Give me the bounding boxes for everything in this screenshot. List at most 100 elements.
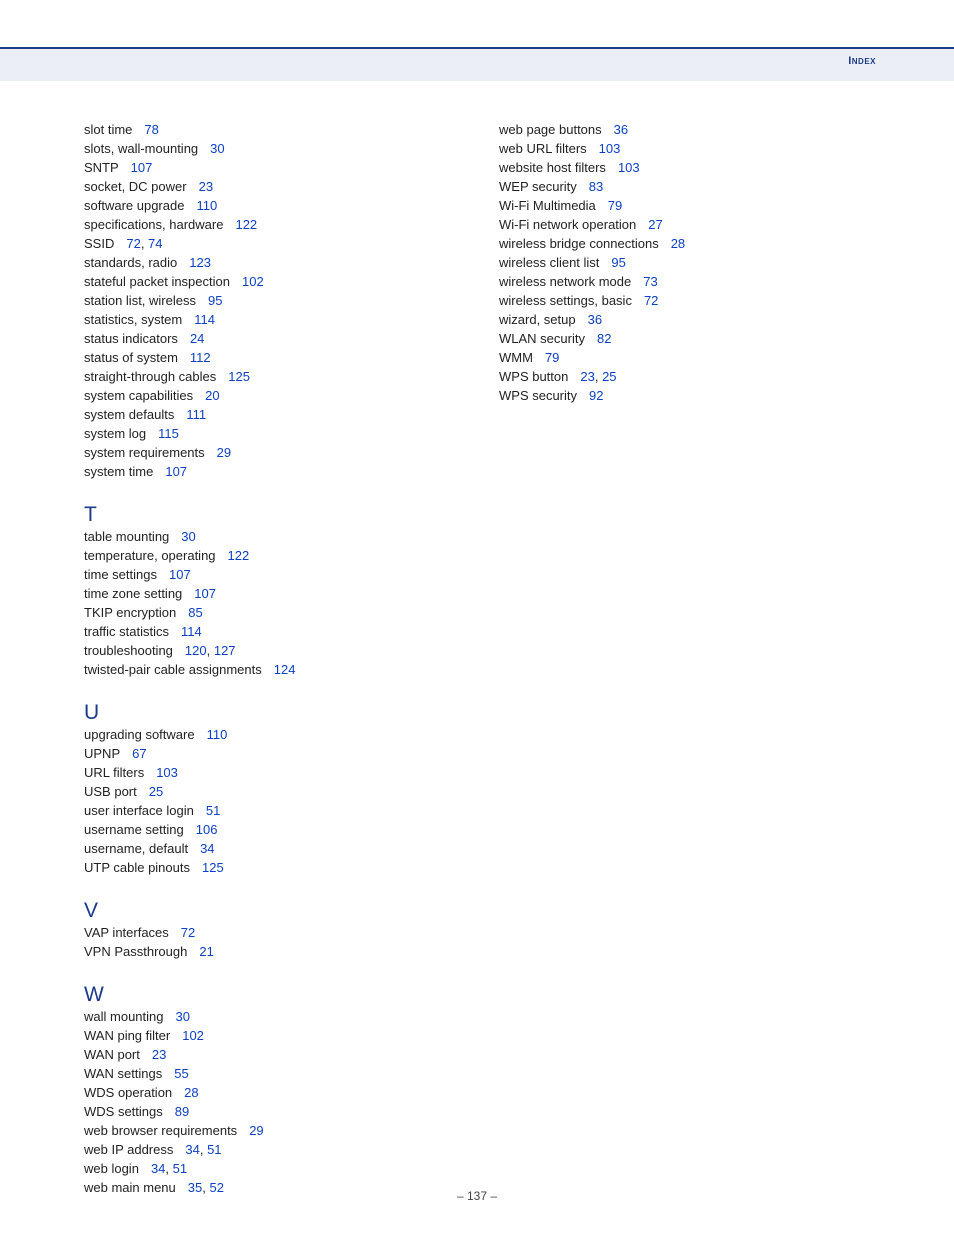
index-term: wizard, setup (499, 312, 576, 327)
page-link[interactable]: 30 (210, 141, 224, 156)
page-link[interactable]: 51 (207, 1142, 221, 1157)
page-link[interactable]: 34 (151, 1161, 165, 1176)
page-link[interactable]: 36 (588, 312, 602, 327)
page-link[interactable]: 67 (132, 746, 146, 761)
index-entry: system time107 (84, 462, 459, 481)
page-link[interactable]: 95 (611, 255, 625, 270)
page-link[interactable]: 92 (589, 388, 603, 403)
page-link[interactable]: 28 (184, 1085, 198, 1100)
index-entry: stateful packet inspection102 (84, 272, 459, 291)
page-link[interactable]: 27 (648, 217, 662, 232)
page-link[interactable]: 55 (174, 1066, 188, 1081)
page-link[interactable]: 123 (189, 255, 211, 270)
page-link[interactable]: 103 (599, 141, 621, 156)
page-link[interactable]: 95 (208, 293, 222, 308)
page-link[interactable]: 103 (156, 765, 178, 780)
page-link[interactable]: 115 (158, 426, 179, 441)
page-link[interactable]: 30 (181, 529, 195, 544)
index-entry: system requirements29 (84, 443, 459, 462)
page-link[interactable]: 74 (148, 236, 162, 251)
page-link[interactable]: 72 (181, 925, 195, 940)
index-term: WAN port (84, 1047, 140, 1062)
page-link[interactable]: 120 (185, 643, 207, 658)
index-term: slot time (84, 122, 132, 137)
index-entry: username, default34 (84, 839, 459, 858)
index-term: USB port (84, 784, 137, 799)
page-link[interactable]: 114 (194, 312, 215, 327)
page-link[interactable]: 23 (199, 179, 213, 194)
page-link[interactable]: 125 (228, 369, 250, 384)
index-entry: WAN port 23 (84, 1045, 459, 1064)
index-term: VAP interfaces (84, 925, 169, 940)
index-entry: WLAN security82 (499, 329, 874, 348)
page-link[interactable]: 102 (242, 274, 264, 289)
page-link[interactable]: 20 (205, 388, 219, 403)
index-term: time settings (84, 567, 157, 582)
page-link[interactable]: 127 (214, 643, 236, 658)
page-link[interactable]: 78 (144, 122, 158, 137)
index-entry: SSID72, 74 (84, 234, 459, 253)
page-link[interactable]: 103 (618, 160, 640, 175)
page-link[interactable]: 107 (194, 586, 216, 601)
page-link[interactable]: 112 (190, 350, 211, 365)
page-link[interactable]: 85 (188, 605, 202, 620)
index-entry: web login34, 51 (84, 1159, 459, 1178)
page-link[interactable]: 34 (200, 841, 214, 856)
page-link[interactable]: 125 (202, 860, 224, 875)
page-link[interactable]: 111 (186, 407, 206, 422)
index-entry: web URL filters103 (499, 139, 874, 158)
index-column: slot time78slots, wall-mounting30SNTP107… (84, 120, 459, 1197)
page-link[interactable]: 122 (235, 217, 257, 232)
page-link[interactable]: 29 (217, 445, 231, 460)
index-term: WPS security (499, 388, 577, 403)
index-entry: time settings 107 (84, 565, 459, 584)
page-link[interactable]: 107 (165, 464, 187, 479)
page-link[interactable]: 124 (274, 662, 296, 677)
page-link[interactable]: 51 (173, 1161, 187, 1176)
page-link[interactable]: 25 (149, 784, 163, 799)
page-link[interactable]: 79 (545, 350, 559, 365)
index-term: WEP security (499, 179, 577, 194)
page-link[interactable]: 83 (589, 179, 603, 194)
page-link[interactable]: 107 (169, 567, 191, 582)
page-link[interactable]: 122 (228, 548, 250, 563)
index-term: status of system (84, 350, 178, 365)
page-link[interactable]: 110 (207, 727, 228, 742)
index-term: URL filters (84, 765, 144, 780)
page-link[interactable]: 34 (185, 1142, 199, 1157)
page-link[interactable]: 73 (643, 274, 657, 289)
index-entry: time zone setting107 (84, 584, 459, 603)
page-link[interactable]: 29 (249, 1123, 263, 1138)
index-entry: wizard, setup 36 (499, 310, 874, 329)
index-term: temperature, operating (84, 548, 216, 563)
page-link[interactable]: 114 (181, 624, 202, 639)
page-link[interactable]: 24 (190, 331, 204, 346)
index-term: user interface login (84, 803, 194, 818)
index-term: socket, DC power (84, 179, 187, 194)
page-link[interactable]: 79 (608, 198, 622, 213)
page-link[interactable]: 72 (126, 236, 140, 251)
index-entry: specifications, hardware122 (84, 215, 459, 234)
page-link[interactable]: 28 (671, 236, 685, 251)
index-term: web IP address (84, 1142, 173, 1157)
index-entry: status of system 112 (84, 348, 459, 367)
page-link[interactable]: 30 (176, 1009, 190, 1024)
page-link[interactable]: 82 (597, 331, 611, 346)
index-term: slots, wall-mounting (84, 141, 198, 156)
page-link[interactable]: 72 (644, 293, 658, 308)
index-entry: USB port 25 (84, 782, 459, 801)
page-link[interactable]: 89 (175, 1104, 189, 1119)
page-link[interactable]: 106 (196, 822, 218, 837)
page-link[interactable]: 23 (152, 1047, 166, 1062)
page-link[interactable]: 107 (131, 160, 153, 175)
page-link[interactable]: 36 (614, 122, 628, 137)
page-link[interactable]: 102 (182, 1028, 204, 1043)
index-term: wall mounting (84, 1009, 164, 1024)
page-link[interactable]: 51 (206, 803, 220, 818)
page-link[interactable]: 25 (602, 369, 616, 384)
comma: , (595, 369, 602, 384)
page-link[interactable]: 110 (196, 198, 217, 213)
index-entry: WEP security 83 (499, 177, 874, 196)
page-link[interactable]: 21 (199, 944, 213, 959)
page-link[interactable]: 23 (580, 369, 594, 384)
